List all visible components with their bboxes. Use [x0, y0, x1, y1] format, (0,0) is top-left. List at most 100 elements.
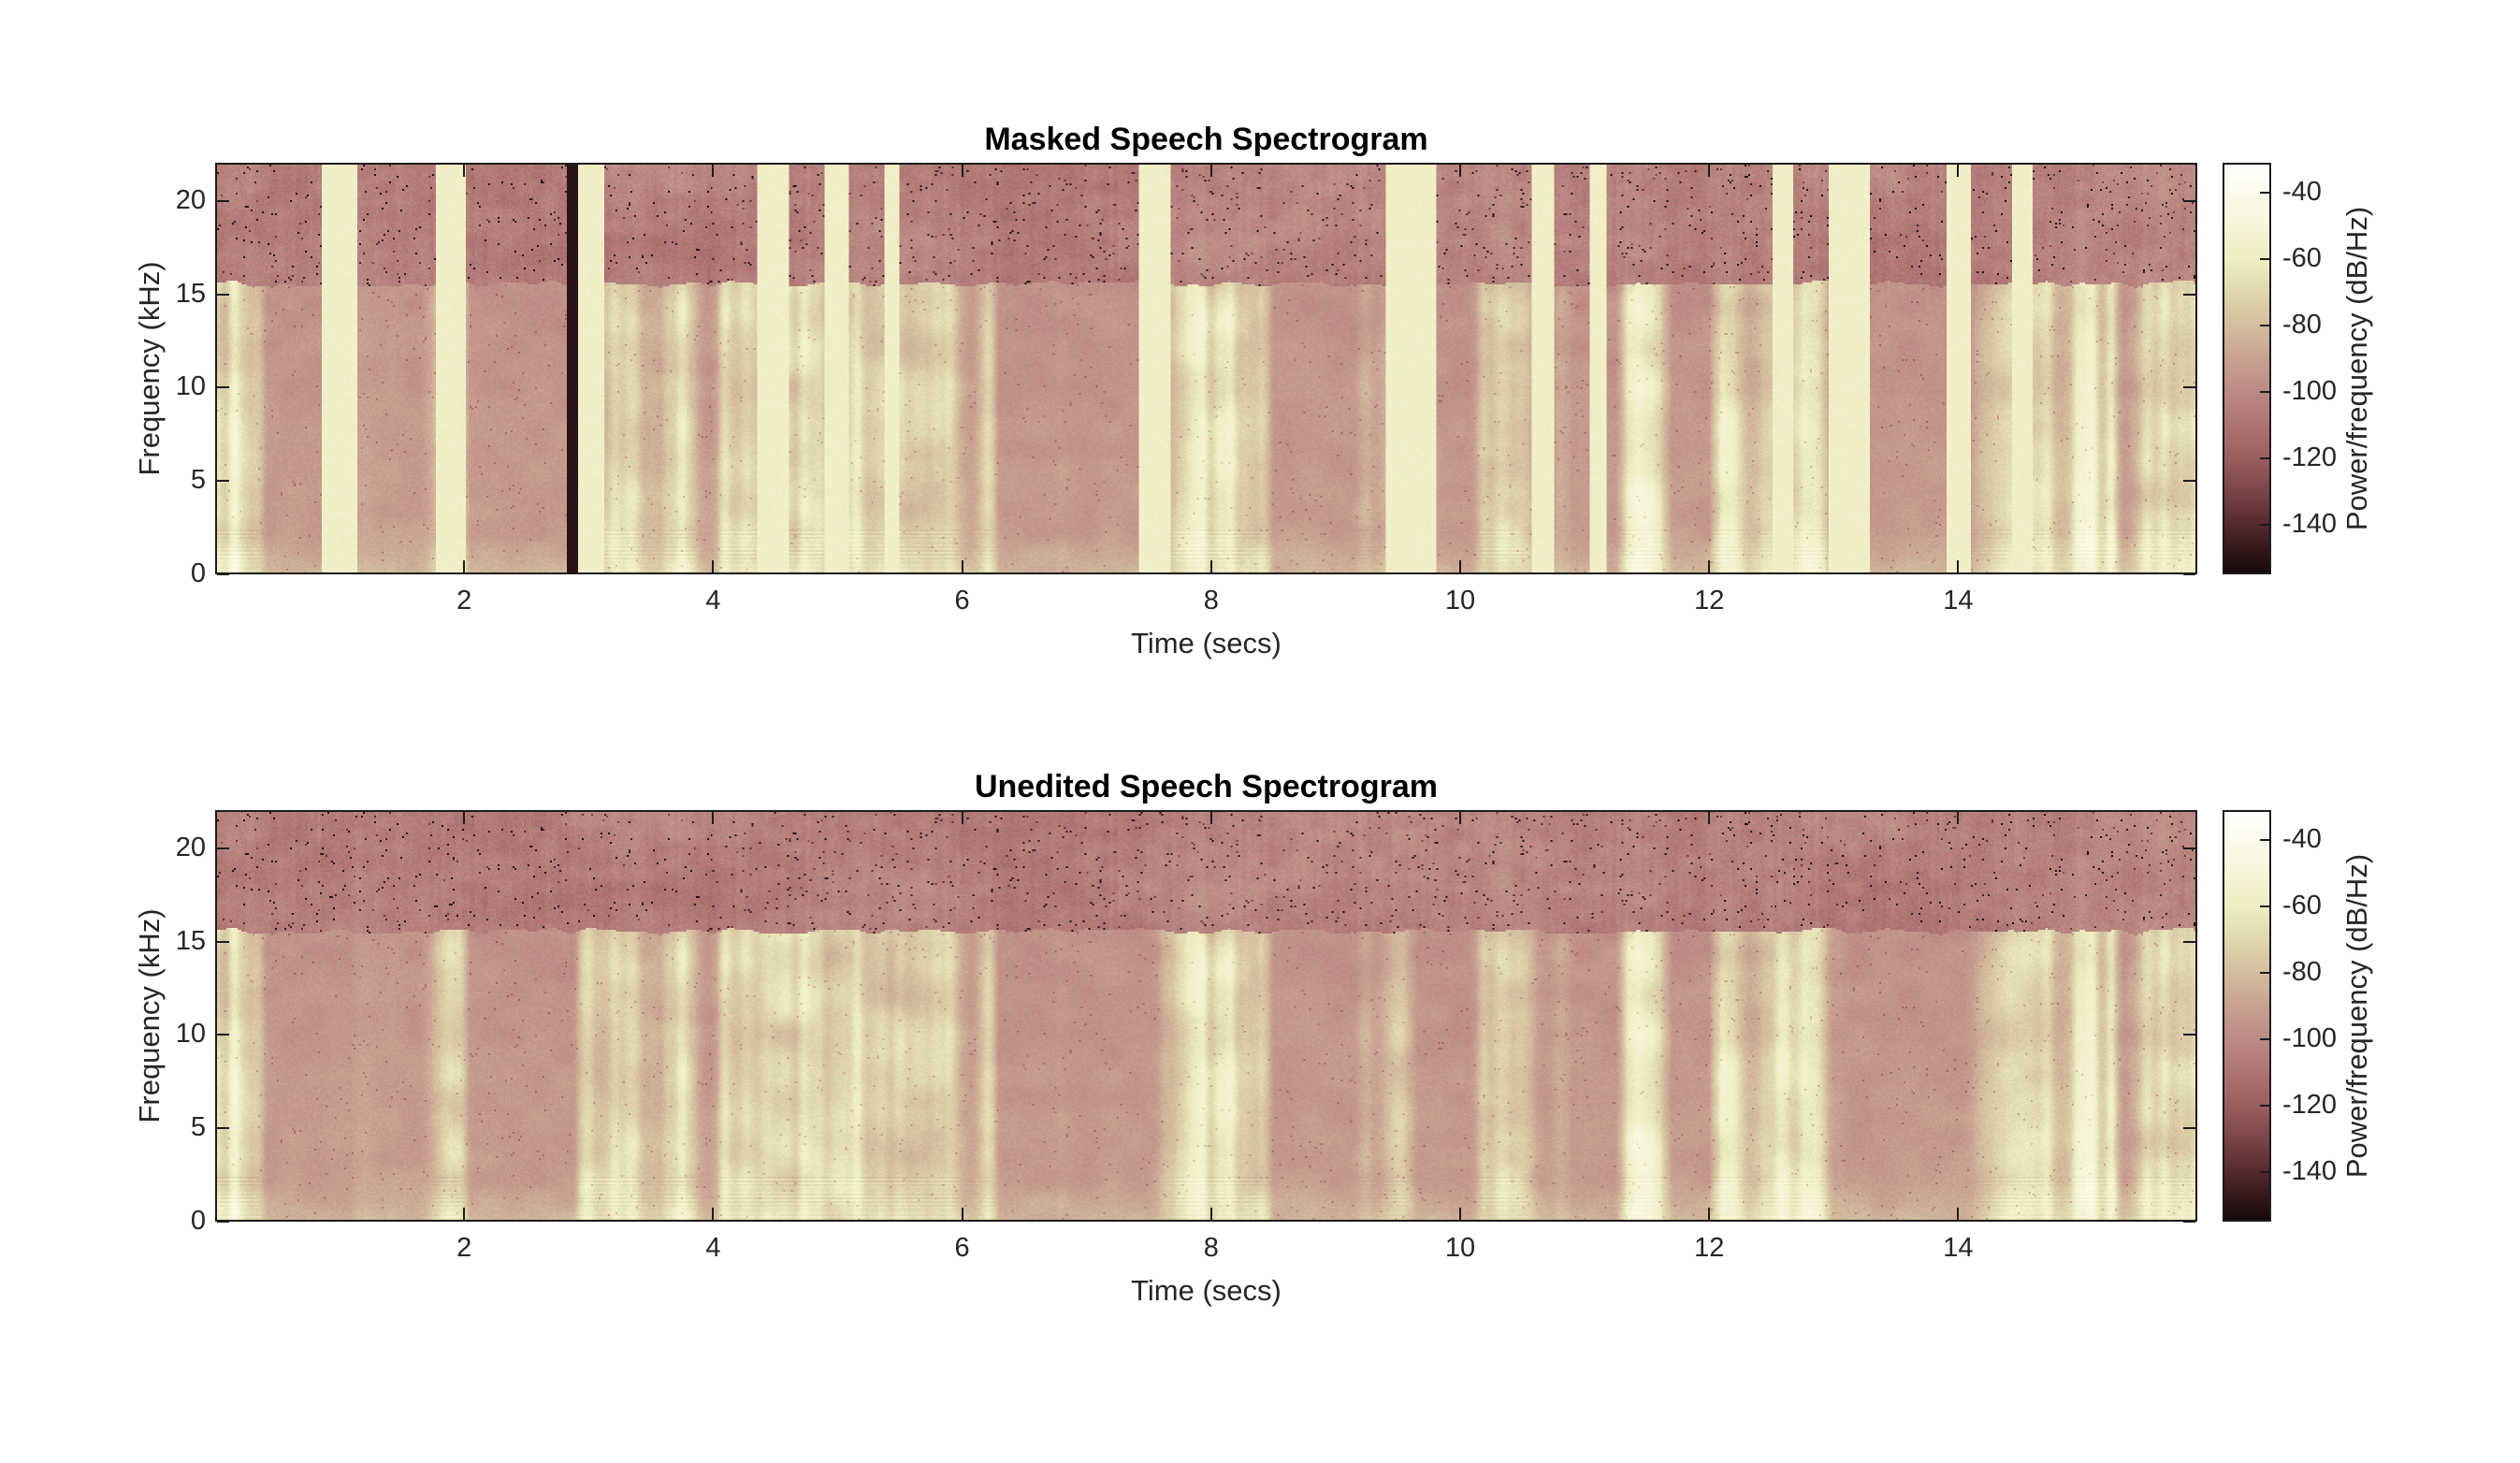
y-tick-mark	[2183, 847, 2195, 849]
x-tick-label: 10	[1444, 586, 1476, 616]
x-tick-mark	[463, 560, 466, 572]
y-tick-label: 0	[190, 1206, 206, 1236]
x-tick-mark	[961, 165, 963, 177]
x-tick-mark	[1957, 165, 1960, 177]
x-tick-mark	[1209, 165, 1212, 177]
x-tick-mark	[1459, 165, 1462, 177]
x-tick-mark	[961, 812, 963, 824]
y-tick-mark	[217, 1221, 229, 1223]
x-tick-mark	[1708, 812, 1711, 824]
colorbar-tick-mark	[2260, 971, 2269, 974]
y-tick-mark	[2183, 480, 2195, 483]
y-tick-label: 15	[175, 925, 206, 956]
x-tick-label: 12	[1694, 1233, 1725, 1263]
x-tick-mark	[712, 165, 715, 177]
x-tick-mark	[463, 812, 466, 824]
colorbar-tick-mark	[2260, 523, 2269, 526]
x-tick-mark	[712, 560, 715, 572]
x-tick-mark	[1209, 812, 1212, 824]
y-tick-mark	[2183, 293, 2195, 296]
y-tick-mark	[217, 199, 229, 202]
y-tick-label: 0	[190, 558, 206, 588]
x-tick-mark	[1459, 812, 1462, 824]
x-tick-mark	[1957, 1208, 1960, 1220]
masked-chart-x-axis-label: Time (secs)	[1131, 627, 1282, 659]
unedited-chart-x-axis-label: Time (secs)	[1131, 1274, 1282, 1307]
colorbar-tick-label: -80	[2282, 309, 2322, 340]
colorbar-tick-label: -40	[2282, 823, 2322, 854]
colorbar-tick-label: -80	[2282, 956, 2322, 987]
x-tick-mark	[1708, 560, 1711, 572]
x-tick-mark	[712, 812, 715, 824]
y-tick-mark	[2183, 199, 2195, 202]
x-tick-mark	[1209, 1208, 1212, 1220]
y-tick-mark	[2183, 573, 2195, 575]
x-tick-mark	[1957, 812, 1960, 824]
y-tick-mark	[217, 573, 229, 575]
colorbar-tick-label: -120	[2282, 442, 2338, 472]
colorbar-tick-mark	[2260, 324, 2269, 326]
colorbar	[2223, 810, 2271, 1222]
colorbar-tick-label: -140	[2282, 1155, 2338, 1186]
y-tick-mark	[217, 386, 229, 389]
colorbar-tick-mark	[2260, 456, 2269, 459]
unedited-chart-title: Unedited Speech Spectrogram	[974, 769, 1438, 804]
x-tick-mark	[463, 1208, 466, 1220]
colorbar-tick-label: -120	[2282, 1089, 2338, 1120]
y-tick-mark	[2183, 1034, 2195, 1036]
y-tick-mark	[2183, 1127, 2195, 1130]
y-tick-mark	[217, 1034, 229, 1036]
colorbar-tick-mark	[2260, 390, 2269, 393]
y-tick-label: 5	[190, 465, 206, 496]
colorbar-tick-mark	[2260, 1170, 2269, 1173]
x-tick-label: 2	[456, 586, 472, 616]
y-tick-mark	[2183, 386, 2195, 389]
colorbar-tick-label: -140	[2282, 508, 2338, 539]
colorbar-tick-label: -100	[2282, 375, 2338, 406]
colorbar-tick-label: -40	[2282, 176, 2322, 207]
y-tick-mark	[217, 1127, 229, 1130]
colorbar-tick-mark	[2260, 1104, 2269, 1107]
unedited-spectrogram-canvas	[215, 810, 2197, 1222]
y-tick-mark	[217, 940, 229, 943]
colorbar-tick-mark	[2260, 1037, 2269, 1040]
x-tick-mark	[1209, 560, 1212, 572]
x-tick-label: 6	[954, 586, 970, 616]
colorbar-tick-label: -60	[2282, 242, 2322, 273]
y-tick-mark	[217, 293, 229, 296]
colorbar-tick-mark	[2260, 905, 2269, 907]
x-tick-label: 4	[705, 1233, 721, 1263]
y-tick-label: 20	[175, 184, 206, 215]
y-tick-label: 20	[175, 832, 206, 862]
colorbar-tick-mark	[2260, 838, 2269, 841]
x-tick-mark	[712, 1208, 715, 1220]
x-tick-label: 14	[1943, 1233, 1974, 1263]
colorbar-tick-label: -60	[2282, 890, 2322, 920]
x-tick-mark	[1459, 560, 1462, 572]
x-tick-mark	[463, 165, 466, 177]
colorbar-tick-mark	[2260, 257, 2269, 260]
x-tick-mark	[1957, 560, 1960, 572]
y-tick-mark	[2183, 1221, 2195, 1223]
x-tick-label: 12	[1694, 586, 1725, 616]
x-tick-label: 4	[705, 586, 721, 616]
y-tick-mark	[217, 847, 229, 849]
x-tick-label: 8	[1203, 1233, 1219, 1263]
x-tick-mark	[1459, 1208, 1462, 1220]
y-tick-label: 15	[175, 278, 206, 309]
y-tick-mark	[2183, 940, 2195, 943]
colorbar-tick-label: -100	[2282, 1022, 2338, 1053]
masked-spectrogram-canvas	[215, 163, 2197, 574]
x-tick-label: 10	[1444, 1233, 1476, 1263]
y-tick-label: 10	[175, 1019, 206, 1050]
x-tick-mark	[1708, 165, 1711, 177]
x-tick-label: 2	[456, 1233, 472, 1263]
y-tick-label: 5	[190, 1112, 206, 1143]
x-tick-mark	[961, 560, 963, 572]
x-tick-label: 8	[1203, 586, 1219, 616]
y-tick-mark	[217, 480, 229, 483]
masked-chart-title: Masked Speech Spectrogram	[984, 122, 1428, 157]
colorbar-tick-mark	[2260, 191, 2269, 194]
x-tick-mark	[961, 1208, 963, 1220]
